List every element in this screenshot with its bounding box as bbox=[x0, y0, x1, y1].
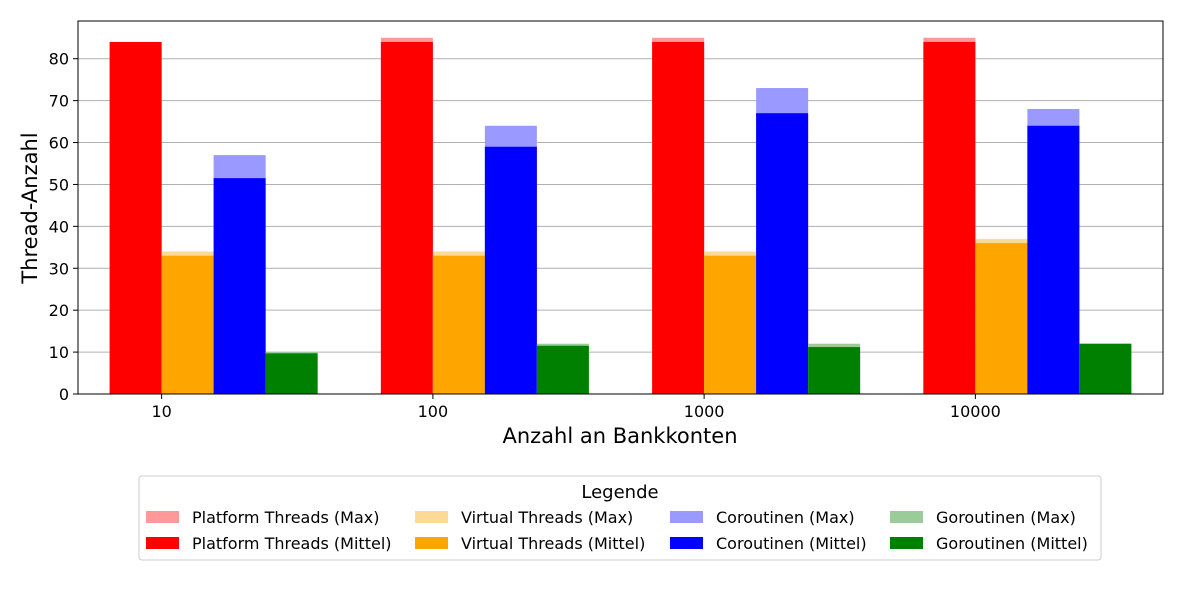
x-tick-label: 10000 bbox=[950, 402, 1001, 421]
legend: Legende Platform Threads (Max) Platform T… bbox=[138, 475, 1102, 561]
legend-swatch bbox=[670, 511, 703, 523]
legend-swatch bbox=[146, 537, 179, 549]
bar-mean bbox=[1027, 125, 1080, 395]
y-tick-label: 50 bbox=[49, 175, 69, 194]
x-tick-label: 10 bbox=[151, 402, 171, 421]
y-axis: 0 10 20 30 40 50 60 70 80 bbox=[49, 50, 78, 404]
y-tick-label: 60 bbox=[49, 134, 69, 153]
x-axis-label: Anzahl an Bankkonten bbox=[502, 424, 737, 448]
legend-label: Platform Threads (Max) bbox=[192, 508, 380, 527]
bar-mean bbox=[756, 113, 809, 395]
bar-mean bbox=[652, 41, 705, 395]
legend-label: Virtual Threads (Mittel) bbox=[461, 534, 645, 553]
legend-label: Goroutinen (Mittel) bbox=[936, 534, 1088, 553]
bar-mean bbox=[923, 41, 976, 395]
legend-label: Goroutinen (Max) bbox=[936, 508, 1076, 527]
legend-swatch bbox=[415, 511, 448, 523]
y-tick-label: 80 bbox=[49, 50, 69, 69]
legend-swatch bbox=[146, 511, 179, 523]
legend-swatch bbox=[670, 537, 703, 549]
y-tick-label: 70 bbox=[49, 92, 69, 111]
bar-mean bbox=[704, 255, 757, 394]
bar-mean bbox=[975, 243, 1028, 394]
y-tick-label: 0 bbox=[59, 385, 69, 404]
legend-label: Coroutinen (Mittel) bbox=[716, 534, 867, 553]
legend-swatch bbox=[890, 537, 923, 549]
bars bbox=[109, 37, 1132, 395]
bar-mean bbox=[213, 178, 266, 394]
bar-mean bbox=[265, 353, 318, 394]
legend-label: Virtual Threads (Max) bbox=[461, 508, 633, 527]
bar-mean bbox=[109, 41, 162, 395]
legend-label: Platform Threads (Mittel) bbox=[192, 534, 392, 553]
bar-mean bbox=[432, 255, 485, 394]
plot-frame bbox=[77, 20, 1164, 395]
legend-swatch bbox=[415, 537, 448, 549]
bar-mean bbox=[484, 146, 537, 394]
y-tick-label: 30 bbox=[49, 259, 69, 278]
legend-swatch bbox=[890, 511, 923, 523]
legend-label: Coroutinen (Max) bbox=[716, 508, 855, 527]
x-tick-label: 100 bbox=[418, 402, 449, 421]
x-tick-label: 1000 bbox=[684, 402, 725, 421]
bar-mean bbox=[536, 345, 589, 394]
legend-frame bbox=[138, 475, 1102, 561]
y-axis-label: Thread-Anzahl bbox=[18, 132, 42, 284]
y-tick-label: 20 bbox=[49, 301, 69, 320]
y-tick-label: 40 bbox=[49, 217, 69, 236]
bar-mean bbox=[161, 255, 214, 394]
bar-mean bbox=[808, 347, 861, 394]
bar-mean bbox=[1079, 343, 1132, 394]
y-tick-label: 10 bbox=[49, 343, 69, 362]
legend-title: Legende bbox=[581, 482, 658, 503]
bar-mean bbox=[380, 41, 433, 395]
x-axis: 10 100 1000 10000 bbox=[151, 394, 1001, 421]
